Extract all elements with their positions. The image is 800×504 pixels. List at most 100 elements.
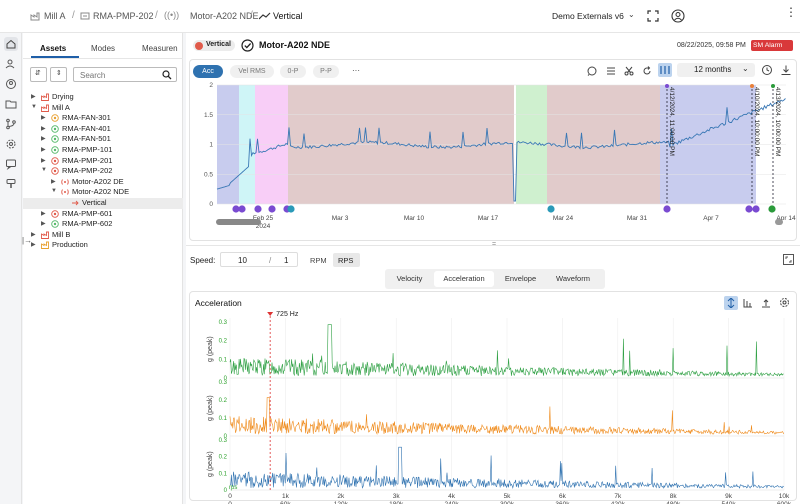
scissors-icon[interactable] (624, 66, 634, 76)
tree-item[interactable]: ▶ Mill B (23, 230, 183, 241)
event-marker[interactable] (750, 84, 754, 88)
paint-icon[interactable] (4, 177, 18, 191)
collapse-panel-icon[interactable]: |→ (22, 236, 33, 245)
tree-item[interactable]: ▶ Production (23, 240, 183, 251)
download-icon[interactable] (780, 64, 792, 76)
list-icon[interactable] (606, 66, 616, 76)
trend-chart[interactable]: 2 1.5 1 0.5 0 4/12/2024, 11:00:00 PM 4/10/2024… (190, 80, 796, 228)
tab-acceleration[interactable]: Acceleration (434, 271, 494, 287)
account-icon[interactable] (4, 77, 18, 91)
tab-waveform[interactable]: Waveform (556, 274, 590, 283)
user-avatar-icon[interactable] (671, 9, 685, 23)
annotation-icon[interactable] (663, 205, 671, 213)
event-marker[interactable] (665, 84, 669, 88)
trend-scroll-thumb[interactable] (216, 219, 261, 225)
chevron-right-icon[interactable]: ▶ (41, 115, 46, 122)
tree-item[interactable]: ▶ RMA-PMP-201 (23, 156, 183, 167)
unit-rpm-button[interactable]: RPM (307, 253, 331, 267)
speed-value[interactable]: 10 (238, 256, 247, 265)
peak-icon[interactable] (761, 298, 771, 308)
measure-tab-acc[interactable]: Acc (193, 65, 223, 78)
breadcrumb-item[interactable]: RMA-PMP-202 (93, 11, 154, 21)
annotation-icon[interactable] (287, 205, 295, 213)
breadcrumb-item[interactable]: Motor-A202 NDE (190, 11, 259, 21)
markers-toggle[interactable] (658, 63, 672, 77)
annotation-icon[interactable] (232, 205, 240, 213)
org-selector[interactable]: Demo Externals v6 (552, 11, 624, 21)
tree-item[interactable]: ▶ Motor-A202 DE (23, 177, 183, 188)
annotation-icon[interactable] (745, 205, 753, 213)
collapse-all-button[interactable]: ⇵ (30, 67, 47, 82)
settings-icon[interactable] (4, 137, 18, 151)
users-icon[interactable] (4, 57, 18, 71)
chevron-down-icon[interactable]: ▼ (31, 103, 37, 110)
chevron-right-icon[interactable]: ▶ (31, 231, 36, 238)
chevron-down-icon[interactable]: ⌄ (628, 10, 635, 19)
chevron-right-icon[interactable]: ▶ (41, 147, 46, 153)
spectrum-chart[interactable]: 0.30.20.10g (peak)0.30.20.10g (peak)0.30… (190, 310, 796, 504)
tree-item[interactable]: ▼ Motor-A202 NDE (23, 187, 183, 198)
chevron-down-icon[interactable]: ▼ (51, 188, 57, 195)
search-icon[interactable] (162, 70, 172, 80)
annotation-icon[interactable] (768, 205, 776, 213)
measure-tab-p-p[interactable]: P-P (313, 65, 339, 78)
tree-item[interactable]: ▼ Mill A (23, 103, 183, 114)
more-measures-button[interactable]: ··· (352, 66, 360, 75)
measure-tab-vel-rms[interactable]: Vel RMS (230, 65, 274, 78)
tree-item[interactable]: ▶ RMA-FAN-401 (23, 124, 183, 135)
search-input[interactable] (80, 70, 156, 80)
cursor-mode-toggle[interactable] (724, 296, 738, 310)
tree-item[interactable]: Vertical (23, 198, 183, 209)
tree-item[interactable]: ▶ RMA-FAN-301 (23, 113, 183, 124)
breadcrumb-item[interactable]: Mill A (44, 11, 66, 21)
chevron-right-icon[interactable]: ▶ (31, 242, 36, 249)
drag-handle-icon[interactable]: = (492, 241, 497, 248)
settings-icon[interactable] (779, 297, 790, 308)
expand-all-button[interactable]: ⇕ (50, 67, 67, 82)
trend-scroll-track[interactable] (217, 254, 787, 256)
tab-assets[interactable]: Assets (40, 44, 67, 53)
chevron-right-icon[interactable]: ▶ (41, 210, 46, 217)
more-vertical-icon[interactable]: ⋮ (785, 5, 797, 19)
tree-item[interactable]: ▶ RMA-PMP-101 (23, 145, 183, 156)
chevron-down-icon[interactable]: ▼ (41, 167, 47, 174)
annotation-icon[interactable] (254, 205, 262, 213)
speed-ratio[interactable]: 1 (284, 256, 289, 265)
annotation-icon[interactable] (238, 205, 246, 213)
chevron-right-icon[interactable]: ▶ (41, 221, 46, 228)
measure-tab-0-p[interactable]: 0-P (280, 65, 306, 78)
fullscreen-icon[interactable] (783, 254, 794, 265)
tab-velocity[interactable]: Velocity (396, 274, 423, 283)
chevron-right-icon[interactable]: ▶ (41, 136, 46, 143)
tree-item[interactable]: ▶ RMA-PMP-601 (23, 209, 183, 220)
chevron-right-icon[interactable]: ▶ (31, 94, 36, 100)
tab-measurements[interactable]: Measuren (142, 44, 178, 53)
annotation-icon[interactable] (268, 205, 276, 213)
history-icon[interactable] (761, 64, 773, 76)
panel-splitter[interactable] (186, 245, 800, 246)
trend-scroll-end[interactable] (775, 219, 783, 225)
comment-icon[interactable] (587, 66, 597, 76)
annotation-icon[interactable] (547, 205, 555, 213)
tab-modes[interactable]: Modes (91, 44, 116, 53)
chevron-right-icon[interactable]: ▶ (41, 125, 46, 132)
tree-item[interactable]: ▶ RMA-PMP-602 (23, 219, 183, 230)
tree-item[interactable]: ▶ Drying (23, 92, 183, 103)
alarm-badge[interactable]: SM Alarm (751, 40, 793, 51)
range-select[interactable]: 12 months ⌄ (677, 63, 755, 77)
speed-field[interactable]: 10 / 1 (220, 252, 298, 267)
fullscreen-icon[interactable] (647, 10, 659, 22)
tree-item[interactable]: ▼ RMA-PMP-202 (23, 166, 183, 177)
branch-icon[interactable] (4, 117, 18, 131)
unit-rps-button[interactable]: RPS (333, 253, 360, 267)
rotate-icon[interactable] (642, 66, 652, 76)
tree-item[interactable]: ▶ RMA-FAN-501 (23, 134, 183, 145)
marker-triangle-icon[interactable] (267, 312, 274, 316)
chevron-right-icon[interactable]: ▶ (51, 178, 56, 185)
annotation-icon[interactable] (752, 205, 760, 213)
tab-envelope[interactable]: Envelope (504, 274, 537, 283)
chevron-right-icon[interactable]: ▶ (41, 157, 46, 164)
folder-icon[interactable] (4, 97, 18, 111)
home-icon[interactable] (4, 37, 18, 51)
search-box[interactable] (73, 67, 177, 82)
